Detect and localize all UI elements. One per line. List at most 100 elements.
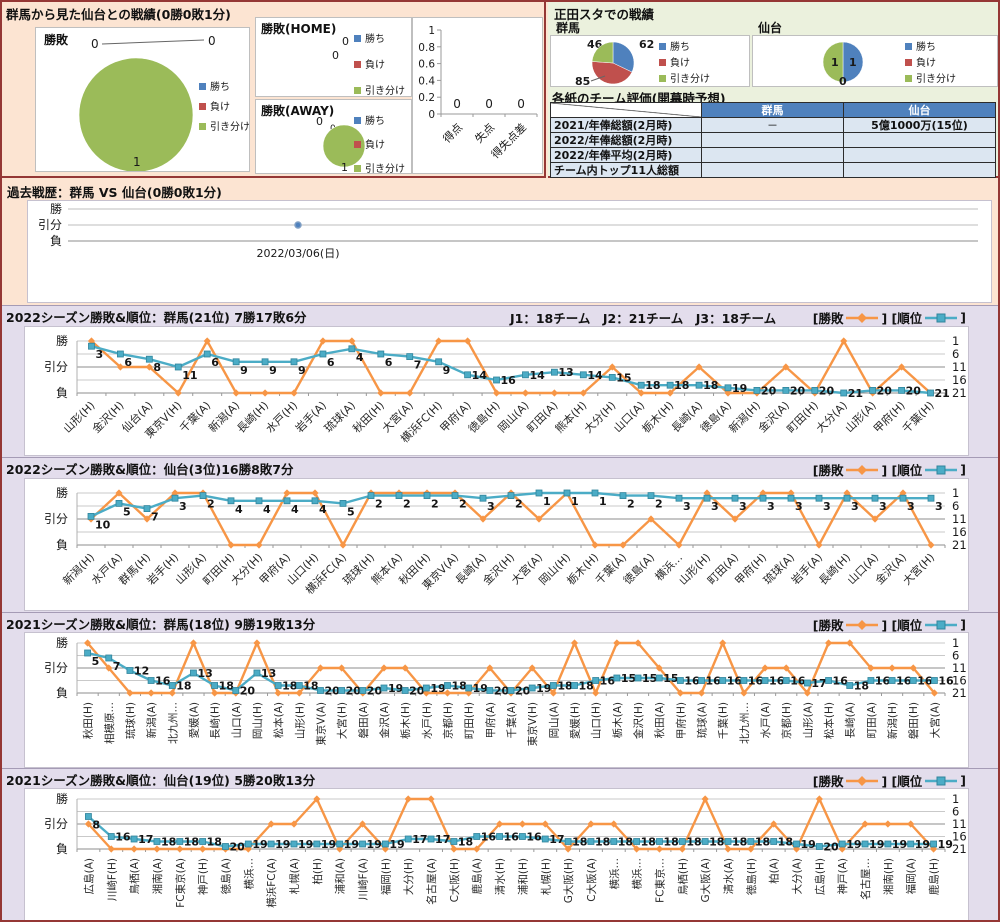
svg-text:7: 7 [151, 511, 159, 524]
svg-text:水戸(H): 水戸(H) [421, 702, 433, 739]
stadium-gunma-box[interactable]: 46 62 85 勝ち 負け 引き分け [550, 35, 750, 87]
svg-text:21: 21 [952, 538, 967, 552]
svg-text:相模原…: 相模原… [103, 702, 116, 744]
season-section-2022-gunma: 2022シーズン勝敗&順位：群馬(21位) 7勝17敗6分 J1：18チーム J… [2, 305, 998, 457]
pie-home-box[interactable]: 勝敗(HOME) 0 0 勝ち 負け 引き分け [255, 17, 412, 97]
svg-text:14: 14 [472, 369, 488, 382]
svg-text:山口(A): 山口(A) [231, 702, 243, 738]
svg-text:20: 20 [906, 384, 922, 397]
svg-text:大分(A): 大分(A) [791, 858, 804, 894]
svg-text:11: 11 [182, 369, 197, 382]
eval-row-label[interactable]: 2022/年俸平均(2月時) [550, 148, 702, 163]
svg-text:18: 18 [595, 836, 610, 849]
season-title: 2022シーズン勝敗&順位：仙台(3位)16勝8敗7分 [6, 461, 294, 477]
eval-corner-cell[interactable] [550, 102, 702, 118]
svg-text:町田(A): 町田(A) [866, 702, 878, 738]
svg-text:16: 16 [769, 675, 785, 688]
score-bar-box[interactable]: 1 0.8 0.6 0.4 0.2 0 0 得点 0 失点 0 得失点差 [412, 17, 543, 174]
svg-text:16: 16 [706, 675, 722, 688]
svg-text:8: 8 [153, 361, 161, 374]
svg-text:川崎F(H): 川崎F(H) [105, 858, 118, 901]
svg-text:18: 18 [709, 836, 724, 849]
svg-text:北九州…: 北九州… [167, 702, 179, 744]
svg-text:0.6: 0.6 [418, 59, 435, 71]
season-chart-box[interactable]: 1 6 11 16 21 勝引分負 8 16 17 18 18 18 20 19 19 19 19 19 19 19 1… [24, 788, 969, 920]
pie-main-title: 勝敗 [44, 33, 69, 47]
svg-text:21: 21 [952, 686, 967, 700]
svg-text:21: 21 [848, 387, 863, 400]
pie-main-box[interactable]: 勝敗 0 0 1 勝ち 負け 引き分け [35, 27, 250, 172]
svg-text:勝: 勝 [56, 333, 68, 348]
svg-text:引き分け: 引き分け [365, 85, 405, 96]
eval-sendai-value[interactable]: 5億1000万(15位) [844, 118, 996, 133]
svg-text:北九州…: 北九州… [739, 702, 751, 744]
svg-text:水戸(A): 水戸(A) [760, 702, 772, 738]
svg-text:勝: 勝 [50, 201, 62, 216]
eval-header-gunma[interactable]: 群馬 [702, 102, 844, 118]
stadium-gunma-label: 群馬 [556, 21, 581, 35]
svg-text:横浜FC(A): 横浜FC(A) [265, 858, 278, 908]
eval-gunma-value[interactable] [702, 148, 844, 163]
svg-text:長崎(H): 長崎(H) [234, 398, 271, 435]
eval-row-label[interactable]: 2021/年俸総額(2月時) [550, 118, 702, 133]
svg-text:2: 2 [627, 498, 635, 511]
svg-text:16: 16 [938, 675, 954, 688]
svg-text:6: 6 [211, 356, 219, 369]
eval-gunma-value[interactable] [702, 163, 844, 178]
svg-text:6: 6 [952, 499, 959, 513]
eval-header-sendai[interactable]: 仙台 [844, 102, 996, 118]
eval-sendai-value[interactable] [844, 148, 996, 163]
season-title: 2021シーズン勝敗&順位：仙台(19位) 5勝20敗13分 [6, 772, 316, 788]
season-title: 2021シーズン勝敗&順位：群馬(18位) 9勝19敗13分 [6, 616, 316, 632]
stadium-sendai-box[interactable]: 1 1 0 勝ち 負け 引き分け [752, 35, 998, 87]
svg-text:4: 4 [356, 351, 364, 364]
season-chart-box[interactable]: 1 6 11 16 21 勝引分負 10 5 7 3 2 4 4 4 4 5 2 2 2 2 3 2 1 1 1 2 2 3 3 3 3 3 3… [24, 478, 969, 611]
svg-text:18: 18 [579, 680, 594, 693]
svg-text:17: 17 [138, 833, 153, 846]
svg-text:0: 0 [485, 97, 493, 111]
svg-text:東京V(H): 東京V(H) [526, 702, 539, 746]
svg-text:新潟(H): 新潟(H) [60, 550, 97, 587]
eval-sendai-value[interactable] [844, 163, 996, 178]
svg-text:松本(H): 松本(H) [823, 702, 836, 739]
svg-text:17: 17 [549, 833, 564, 846]
svg-text:湘南(H): 湘南(H) [882, 858, 895, 895]
svg-text:0.2: 0.2 [418, 92, 435, 104]
svg-text:3: 3 [907, 500, 915, 513]
eval-gunma-value[interactable]: － [702, 118, 844, 133]
season-section-2022-sendai: 2022シーズン勝敗&順位：仙台(3位)16勝8敗7分 [勝敗 ] [順位 ] … [2, 457, 998, 612]
svg-text:浦和(H): 浦和(H) [516, 858, 529, 895]
eval-row-label[interactable]: チーム内トップ11人総額 [550, 163, 702, 178]
svg-text:清水(A): 清水(A) [722, 858, 735, 894]
pie-away-title: 勝敗(AWAY) [261, 104, 335, 118]
svg-text:水戸(H): 水戸(H) [263, 399, 300, 436]
eval-sendai-value[interactable] [844, 133, 996, 148]
svg-text:勝: 勝 [56, 791, 68, 806]
svg-text:横浜…: 横浜… [242, 858, 255, 890]
svg-text:栃木(A): 栃木(A) [611, 702, 624, 738]
svg-text:18: 18 [451, 680, 466, 693]
eval-gunma-value[interactable] [702, 133, 844, 148]
svg-text:山形(H): 山形(H) [294, 702, 306, 739]
svg-text:柏(H): 柏(H) [311, 858, 324, 885]
svg-text:18: 18 [458, 836, 473, 849]
svg-text:栃木(H): 栃木(H) [639, 398, 676, 435]
svg-text:得点: 得点 [440, 121, 465, 146]
svg-text:19: 19 [801, 838, 816, 851]
svg-text:16: 16 [155, 675, 171, 688]
svg-text:岡山(A): 岡山(A) [548, 702, 560, 738]
svg-text:金沢(A): 金沢(A) [378, 702, 391, 738]
svg-text:16: 16 [684, 675, 700, 688]
eval-row-label[interactable]: 2022/年俸総額(2月時) [550, 133, 702, 148]
svg-text:3: 3 [739, 500, 747, 513]
svg-text:1: 1 [571, 495, 579, 508]
season-chart-box[interactable]: 1 6 11 16 21 勝引分負 5 7 12 16 18 13 18 20 13 18 18 20 20 20 19… [24, 632, 969, 768]
season-chart-box[interactable]: 1 6 11 16 21 勝引分負 3 6 8 11 6 9 9 9 6 4 6 7 9 14 16 14 13 14 15 18… [24, 326, 969, 456]
svg-text:2: 2 [515, 498, 523, 511]
svg-text:1: 1 [599, 495, 607, 508]
svg-text:3: 3 [935, 500, 943, 513]
history-chart-box[interactable]: 勝引分負 2022/03/06(日) [27, 200, 992, 303]
